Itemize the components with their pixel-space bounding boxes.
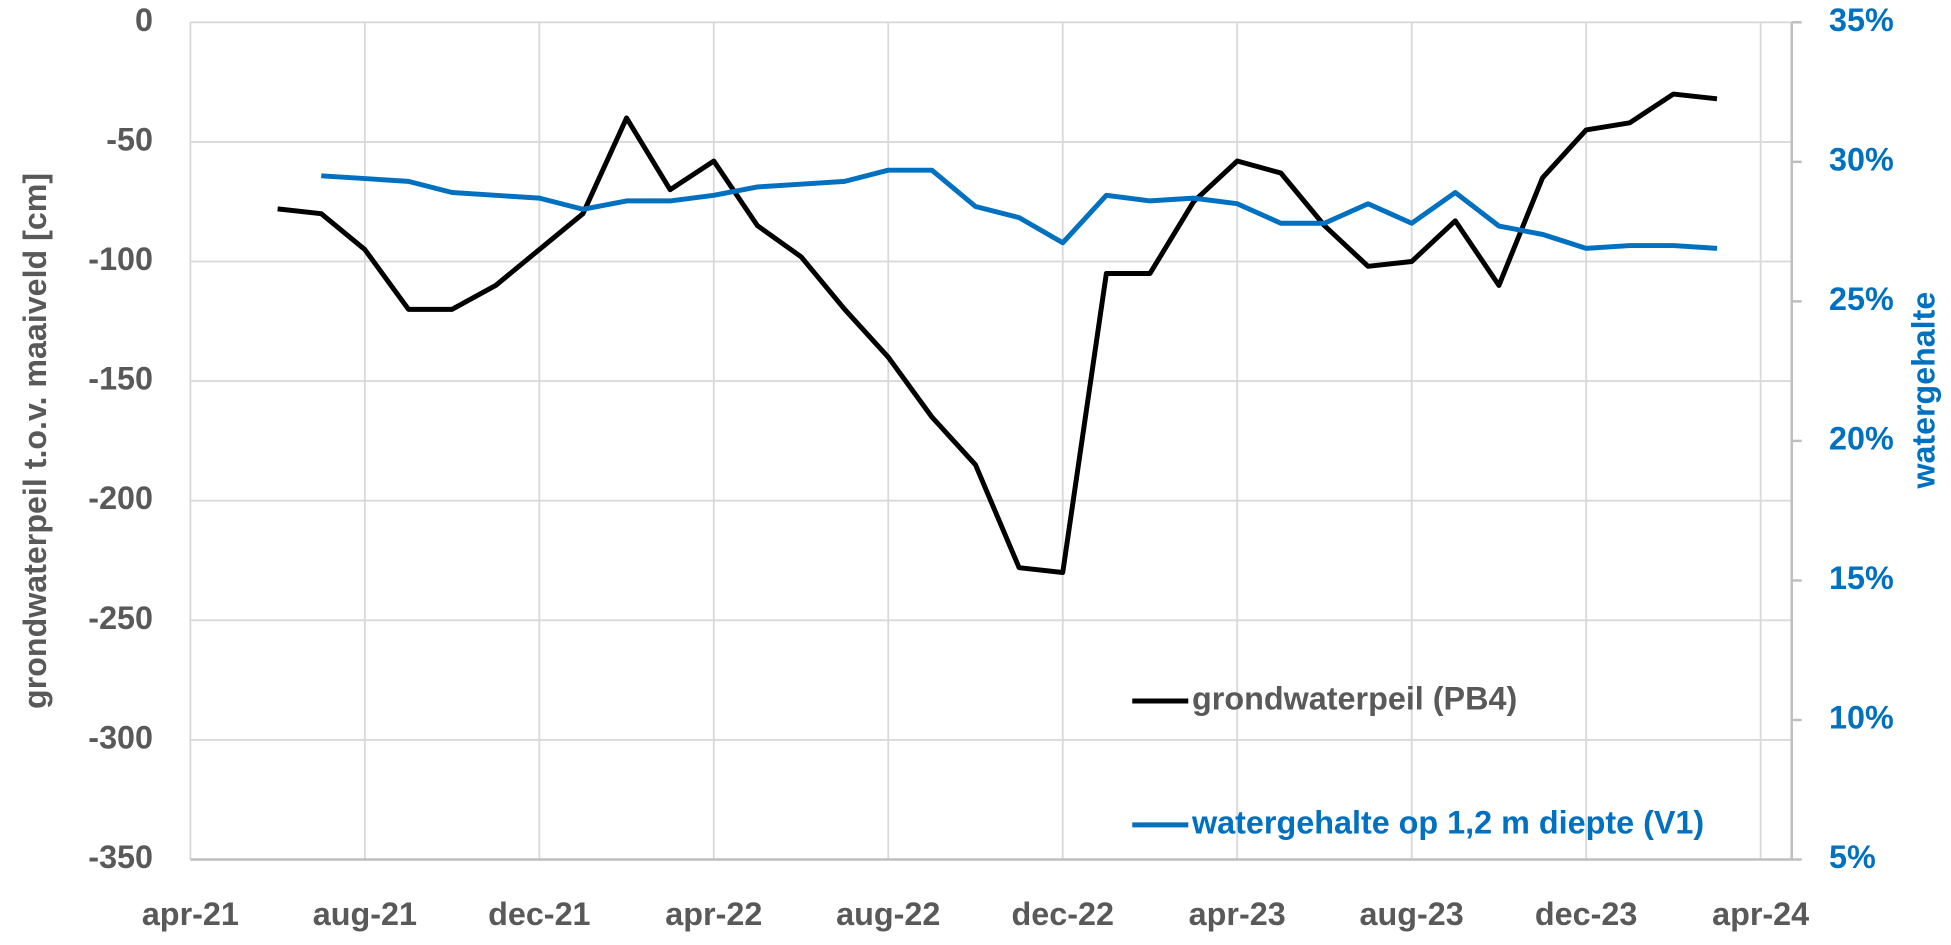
series-line xyxy=(277,91,1718,575)
y2-tick-label: 30% xyxy=(1829,141,1894,177)
series-line xyxy=(321,167,1718,251)
y-axis-label: grondwaterpeil t.o.v. maaiveld [cm] xyxy=(17,173,53,709)
y-tick-label: -100 xyxy=(88,241,153,277)
x-tick-label: apr-24 xyxy=(1712,896,1809,932)
y2-tick-label: 35% xyxy=(1829,2,1894,38)
y2-axis-label: watergehalte xyxy=(1906,292,1942,490)
x-tick-label: aug-21 xyxy=(313,896,417,932)
legend-label: watergehalte op 1,2 m diepte (V1) xyxy=(1191,804,1704,840)
y-tick-label: -50 xyxy=(106,121,153,157)
x-tick-label: dec-21 xyxy=(488,896,591,932)
y-tick-label: 0 xyxy=(135,2,153,38)
x-tick-label: apr-21 xyxy=(142,896,239,932)
legend-label: grondwaterpeil (PB4) xyxy=(1192,681,1517,717)
y2-tick-label: 15% xyxy=(1829,560,1894,596)
x-tick-label: aug-23 xyxy=(1360,896,1464,932)
y-tick-label: -250 xyxy=(88,600,153,636)
y2-tick-label: 5% xyxy=(1829,839,1876,875)
x-tick-label: aug-22 xyxy=(836,896,940,932)
x-tick-label: dec-23 xyxy=(1535,896,1637,932)
y-tick-label: -300 xyxy=(88,720,153,756)
x-tick-label: apr-22 xyxy=(665,896,762,932)
y-tick-label: -200 xyxy=(88,480,153,516)
y-tick-label: -150 xyxy=(88,361,153,397)
y2-tick-label: 20% xyxy=(1829,420,1894,456)
y-tick-label: -350 xyxy=(88,839,153,875)
x-tick-label: dec-22 xyxy=(1012,896,1114,932)
y2-tick-label: 10% xyxy=(1829,700,1894,736)
y2-tick-label: 25% xyxy=(1829,281,1894,317)
x-tick-label: apr-23 xyxy=(1189,896,1286,932)
